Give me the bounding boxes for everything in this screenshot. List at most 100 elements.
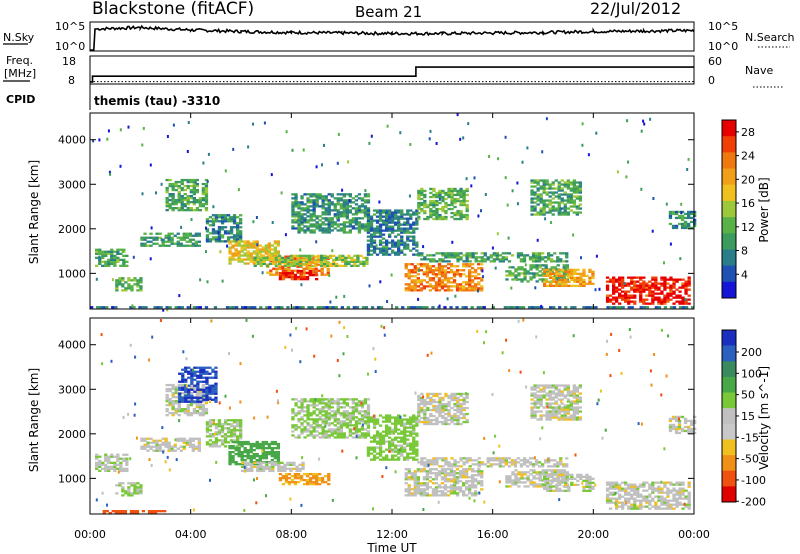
heatmap-cell [419,492,423,495]
heatmap-cell [551,207,555,210]
heatmap-cell [416,468,420,471]
heatmap-cell [462,136,465,140]
heatmap-cell [268,262,272,265]
heatmap-cell [118,281,122,284]
heatmap-cell [438,193,442,197]
heatmap-cell [339,434,343,437]
heatmap-cell [413,283,417,286]
nave-label: Nave [745,64,773,77]
heatmap-cell [428,468,432,471]
heatmap-cell [187,400,191,403]
heatmap-cell [438,252,442,255]
heatmap-cell [548,209,552,212]
heatmap-cell [538,266,542,269]
heatmap-cell [264,457,268,460]
heatmap-cell [122,254,126,257]
heatmap-cell [232,218,237,221]
heatmap-cell [633,286,637,289]
heatmap-cell [261,250,265,253]
heatmap-cell [462,285,466,288]
heatmap-cell [291,418,295,421]
heatmap-cell [271,467,275,470]
heatmap-cell [455,472,460,475]
heatmap-cell [195,207,199,210]
heatmap-cell [150,510,155,513]
heatmap-cell [458,472,463,475]
heatmap-cell [569,205,573,208]
heatmap-cell [412,432,416,435]
heatmap-cell [557,205,561,208]
heatmap-cell [285,130,288,134]
heatmap-cell [621,298,625,301]
heatmap-cell [605,280,610,283]
heatmap-cell [244,461,248,464]
heatmap-cell [363,420,368,423]
heatmap-cell [127,283,131,286]
heatmap-cell [321,430,325,433]
heatmap-cell [406,245,410,248]
heatmap-cell [176,437,180,440]
heatmap-cell [385,213,389,216]
heatmap-cell [220,240,225,243]
heatmap-cell [578,195,582,198]
heatmap-cell [567,274,571,277]
heatmap-cell [107,252,111,255]
heatmap-cell [220,431,225,434]
heatmap-cell [447,195,451,199]
heatmap-cell [420,400,424,404]
heatmap-cell [526,270,530,273]
heatmap-cell [321,217,325,220]
heatmap-cell [422,490,426,493]
heatmap-cell [372,440,377,443]
heatmap-cell [517,268,521,271]
heatmap-cell [237,252,241,255]
heatmap-cell [572,201,576,204]
heatmap-cell [229,439,234,442]
heatmap-cell [438,404,442,408]
heatmap-cell [415,452,419,455]
heatmap-cell [236,228,240,231]
heatmap-cell [159,306,163,309]
heatmap-cell [567,268,571,271]
heatmap-cell [648,290,652,293]
heatmap-cell [127,277,131,280]
heatmap-cell [265,256,269,259]
heatmap-cell [429,195,433,199]
heatmap-cell [407,468,411,471]
heatmap-cell [229,236,234,239]
heatmap-cell [350,264,354,267]
heatmap-cell [437,285,442,288]
heatmap-cell [122,262,126,265]
heatmap-cell [246,457,250,460]
heatmap-cell [195,182,199,186]
heatmap-cell [480,277,484,280]
heatmap-cell [252,244,256,247]
heatmap-cell [246,240,250,243]
heatmap-cell [205,238,210,241]
heatmap-cell [247,467,251,470]
heatmap-cell [378,217,383,220]
heatmap-cell [293,475,298,478]
heatmap-cell [247,461,251,464]
heatmap-cell [354,404,359,407]
heatmap-cell [480,252,484,255]
heatmap-cell [181,388,185,391]
heatmap-cell [458,285,463,288]
heatmap-cell [306,410,310,413]
heatmap-cell [110,461,114,464]
heatmap-cell [412,420,416,423]
heatmap-cell [315,227,319,230]
heatmap-cell [449,478,454,481]
heatmap-cell [443,306,447,309]
heatmap-cell [113,455,117,458]
heatmap-cell [579,274,583,277]
heatmap-cell [378,229,383,232]
heatmap-cell [438,410,442,414]
heatmap-cell [318,195,322,198]
heatmap-cell [324,195,328,198]
heatmap-cell [140,437,144,440]
heatmap-cell [687,280,691,283]
heatmap-cell [417,412,421,416]
heatmap-cell [198,197,202,200]
heatmap-cell [330,229,334,232]
